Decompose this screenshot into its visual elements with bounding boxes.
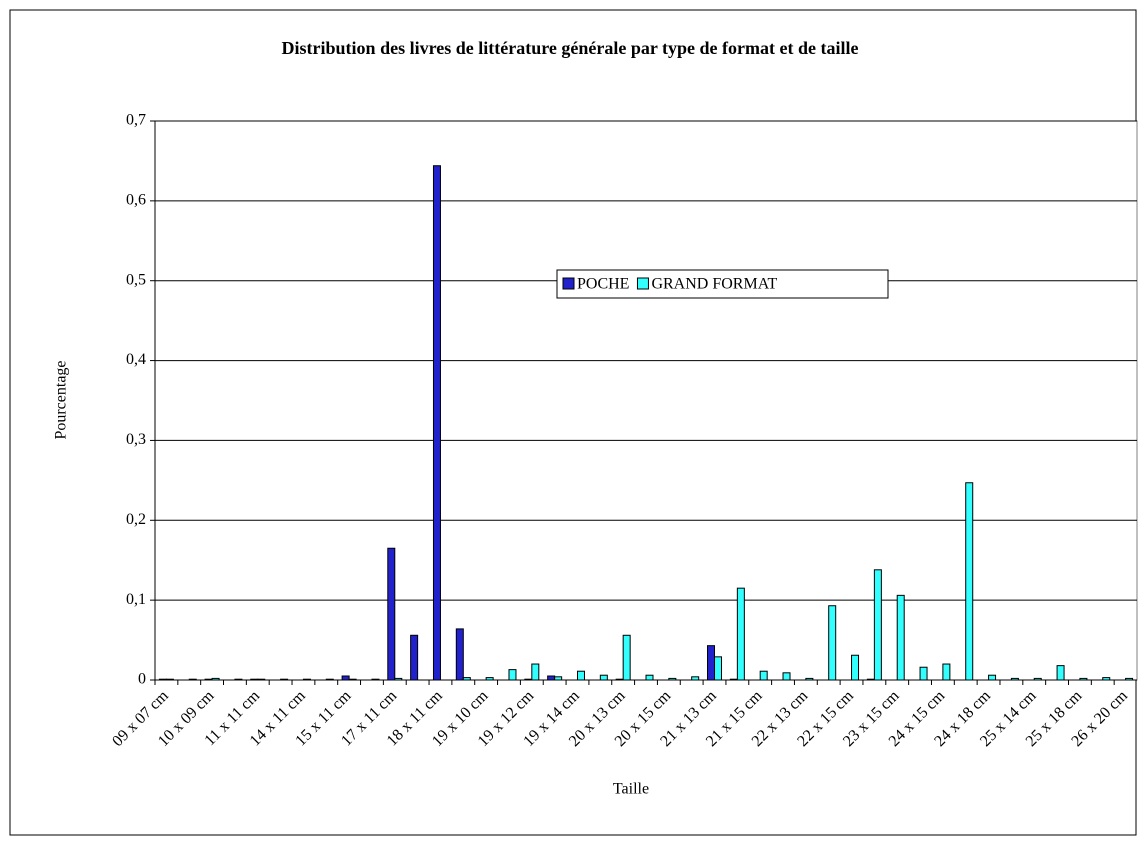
bar [873,569,882,681]
plot-area [154,120,1138,681]
bar [410,634,419,681]
bar [707,645,716,681]
bar [599,674,608,681]
bar [988,674,997,681]
bar [531,663,540,681]
bar [455,628,464,681]
bar [828,605,837,681]
x-axis-label: Taille [613,781,649,798]
bar [387,547,396,681]
y-tick-label: 0,2 [126,511,146,528]
bar [736,587,745,681]
y-tick-label: 0 [138,671,146,688]
bar [896,594,905,681]
bar [965,482,974,681]
bar [508,669,517,681]
bar [432,165,441,681]
bar [645,674,654,681]
bar [576,670,585,681]
legend-swatch [562,277,575,290]
bar [547,675,556,681]
bar [851,654,860,681]
chart-title: Distribution des livres de littérature g… [282,38,859,58]
bar [622,634,631,681]
bar [942,663,951,681]
y-tick-label: 0,5 [126,271,146,288]
legend [556,269,889,299]
legend-label: POCHE [577,276,629,293]
y-tick-label: 0,1 [126,591,146,608]
y-tick-label: 0,3 [126,431,146,448]
legend-swatch [636,277,649,290]
bar [341,675,350,681]
bar [759,670,768,681]
y-tick-label: 0,7 [126,112,146,129]
y-tick-label: 0,4 [126,351,146,368]
bar [714,656,723,681]
bar [782,672,791,681]
bar [919,666,928,681]
y-axis-label: Pourcentage [53,360,70,439]
bar [1056,665,1065,681]
legend-label: GRAND FORMAT [651,276,777,293]
y-tick-label: 0,6 [126,192,146,209]
